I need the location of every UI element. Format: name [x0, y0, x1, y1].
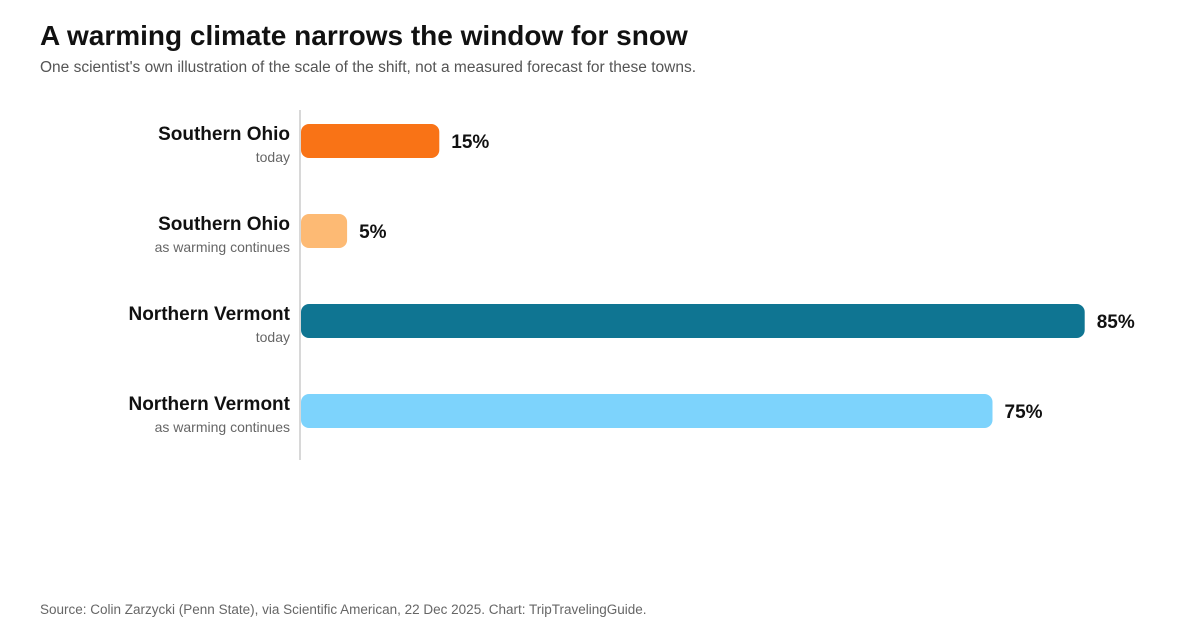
bar: [301, 214, 348, 248]
chart-subtitle: One scientist's own illustration of the …: [40, 59, 697, 76]
chart-title: A warming climate narrows the window for…: [40, 20, 688, 51]
bar: [301, 124, 440, 158]
value-label: 15%: [451, 132, 489, 153]
category-label: Southern Ohio: [158, 214, 290, 235]
category-sublabel: today: [256, 149, 290, 165]
value-label: 75%: [1005, 402, 1043, 423]
source-note: Source: Colin Zarzycki (Penn State), via…: [40, 602, 647, 617]
category-sublabel: as warming continues: [155, 239, 290, 255]
value-label: 5%: [359, 222, 387, 243]
category-sublabel: as warming continues: [155, 419, 290, 435]
bar: [301, 394, 993, 428]
category-sublabel: today: [256, 329, 290, 345]
category-label: Northern Vermont: [128, 394, 290, 415]
category-label: Southern Ohio: [158, 124, 290, 145]
bar: [301, 304, 1085, 338]
value-label: 85%: [1097, 312, 1135, 333]
category-label: Northern Vermont: [128, 304, 290, 325]
